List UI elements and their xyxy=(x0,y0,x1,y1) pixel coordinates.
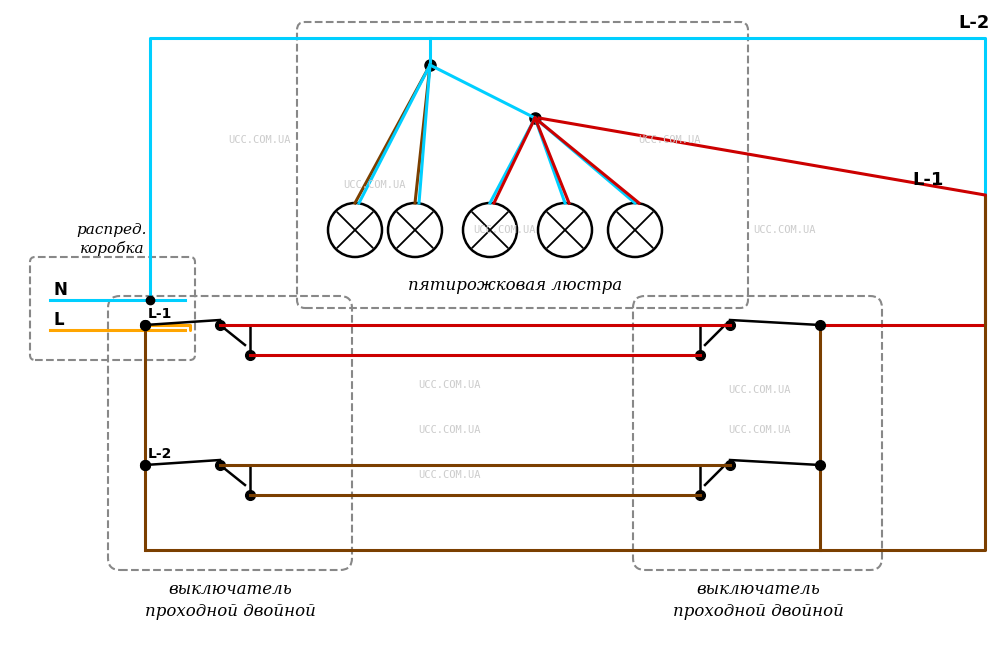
Text: UCC.COM.UA: UCC.COM.UA xyxy=(418,380,480,390)
Text: UCC.COM.UA: UCC.COM.UA xyxy=(638,135,700,145)
Text: выключатель: выключатель xyxy=(168,582,292,599)
Text: пятирожковая люстра: пятирожковая люстра xyxy=(407,276,622,293)
Text: L-1: L-1 xyxy=(911,171,943,189)
Text: распред.: распред. xyxy=(76,223,147,237)
Text: UCC.COM.UA: UCC.COM.UA xyxy=(753,225,815,235)
Text: L: L xyxy=(54,311,64,329)
Text: UCC.COM.UA: UCC.COM.UA xyxy=(229,135,291,145)
Text: UCC.COM.UA: UCC.COM.UA xyxy=(343,180,406,190)
Text: UCC.COM.UA: UCC.COM.UA xyxy=(728,385,790,395)
Text: UCC.COM.UA: UCC.COM.UA xyxy=(418,425,480,435)
Text: L-2: L-2 xyxy=(147,447,173,461)
Text: выключатель: выключатель xyxy=(695,582,819,599)
Text: UCC.COM.UA: UCC.COM.UA xyxy=(728,425,790,435)
Text: L-1: L-1 xyxy=(147,307,173,321)
Text: коробка: коробка xyxy=(79,241,144,256)
Text: N: N xyxy=(54,281,68,299)
Text: проходной двойной: проходной двойной xyxy=(672,604,843,621)
Text: проходной двойной: проходной двойной xyxy=(144,604,315,621)
Text: UCC.COM.UA: UCC.COM.UA xyxy=(473,225,536,235)
Text: UCC.COM.UA: UCC.COM.UA xyxy=(418,470,480,480)
Text: L-2: L-2 xyxy=(957,14,988,32)
